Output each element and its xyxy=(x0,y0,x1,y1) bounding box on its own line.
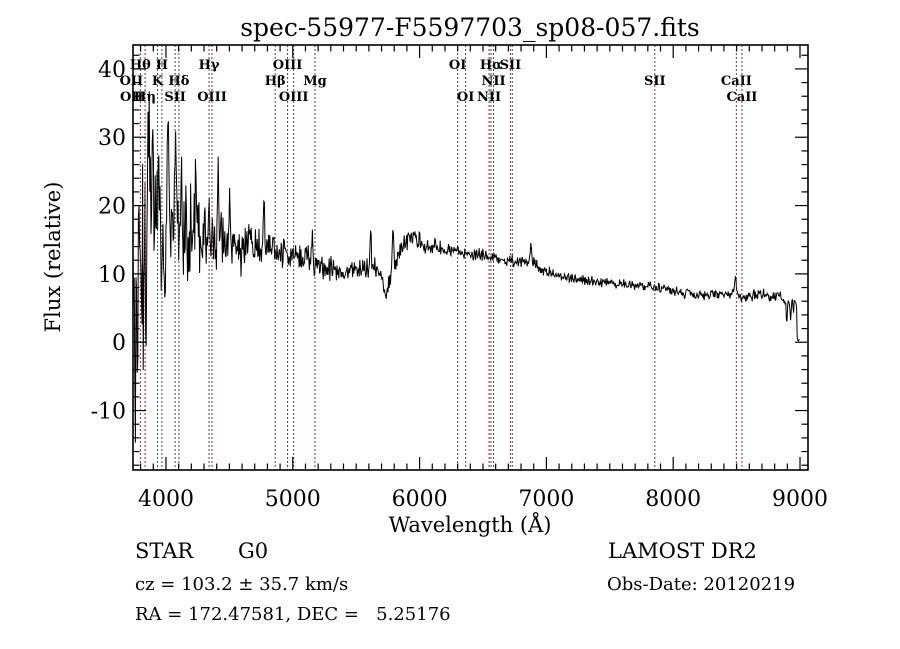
spectrum-trace-layer xyxy=(133,91,800,443)
figure-title: spec-55977-F5597703_sp08-057.fits xyxy=(240,13,700,42)
subclass-label: G0 xyxy=(238,539,268,563)
y-tick-label: 30 xyxy=(98,126,126,151)
cz-value: cz = 103.2 ± 35.7 km/s xyxy=(135,574,348,595)
x-tick-label: 9000 xyxy=(772,487,828,512)
y-tick-label: 40 xyxy=(98,58,126,83)
spectral-line-label: OIII xyxy=(279,90,309,105)
y-tick-label: -10 xyxy=(91,400,126,425)
spectral-line-label: NII xyxy=(477,90,501,105)
spectral-line-label: Mg xyxy=(303,74,326,89)
spectral-line-label: SII xyxy=(644,74,666,89)
obs-date-value: Obs-Date: 20120219 xyxy=(607,574,795,595)
spectral-line-label: H xyxy=(156,58,168,73)
spectral-line-label: Hα xyxy=(480,58,502,73)
spectral-line-label: OIII xyxy=(273,58,303,73)
spectral-line-label: SII xyxy=(500,58,522,73)
spectral-line-label: OII xyxy=(120,90,144,105)
spectral-line-label: OI xyxy=(457,90,474,105)
y-axis-label: Flux (relative) xyxy=(41,182,65,333)
spectral-line-label: OI xyxy=(449,58,466,73)
spectral-line-markers xyxy=(139,45,743,470)
spectral-line-label: Hη xyxy=(134,90,156,105)
x-tick-label: 7000 xyxy=(518,487,574,512)
axis-tick-labels: 4000 5000 6000 7000 8000 9000 -10 0 10 20 30 40 xyxy=(91,58,828,512)
spectral-line-label: NII xyxy=(481,74,505,89)
spectral-line-label: OII xyxy=(120,74,144,89)
class-label: STAR xyxy=(135,539,194,563)
x-tick-label: 5000 xyxy=(265,487,321,512)
survey-label: LAMOST DR2 xyxy=(608,539,757,563)
x-tick-label: 4000 xyxy=(138,487,194,512)
spectral-line-label: Hδ xyxy=(168,74,189,89)
spectral-line-label: K xyxy=(152,74,164,89)
ra-dec-value: RA = 172.47581, DEC = 5.25176 xyxy=(135,604,451,625)
y-tick-label: 10 xyxy=(98,263,126,288)
x-tick-label: 6000 xyxy=(392,487,448,512)
axis-ticks xyxy=(133,45,808,470)
y-tick-label: 0 xyxy=(112,331,126,356)
spectrum-path xyxy=(133,91,800,443)
x-tick-label: 8000 xyxy=(645,487,701,512)
spectral-line-label: OIII xyxy=(197,90,227,105)
y-tick-label: 20 xyxy=(98,195,126,220)
plot-border xyxy=(132,44,809,471)
spectral-line-label: Hγ xyxy=(199,58,220,73)
spectral-line-label: CaII xyxy=(726,90,757,105)
spectral-line-label: Hθ xyxy=(130,58,151,73)
spectral-line-label: CaII xyxy=(721,74,752,89)
spectral-line-label: Hβ xyxy=(265,74,286,89)
x-axis-label: Wavelength (Å) xyxy=(389,512,552,537)
spectral-line-label: SII xyxy=(164,90,186,105)
